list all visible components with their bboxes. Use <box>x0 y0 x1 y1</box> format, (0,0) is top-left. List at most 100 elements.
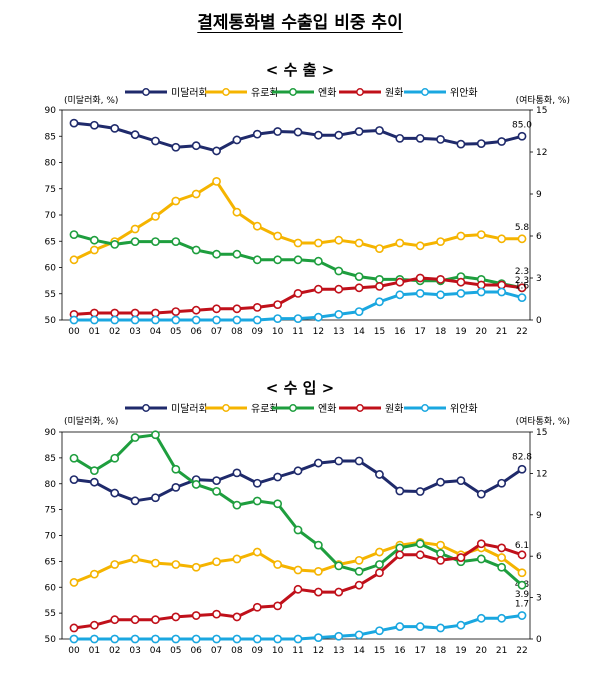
end-value-label: 3.9 <box>515 590 530 600</box>
left-tick-label: 70 <box>45 211 57 221</box>
x-tick-label: 06 <box>190 646 202 656</box>
data-point <box>130 634 140 644</box>
x-tick-label: 00 <box>68 327 80 337</box>
data-point <box>151 634 160 644</box>
data-point <box>334 631 344 641</box>
legend-marker <box>421 404 429 412</box>
data-point <box>517 234 527 244</box>
data-point <box>232 135 242 145</box>
legend-marker <box>421 88 429 96</box>
x-tick-label: 02 <box>109 327 120 337</box>
data-point <box>293 466 303 476</box>
data-point <box>456 620 466 630</box>
legend-entry: 위안화 <box>404 402 478 415</box>
data-point <box>497 562 507 572</box>
legend-entry: 유로화 <box>205 403 279 415</box>
legend-entry: 미달러화 <box>125 87 208 99</box>
data-point <box>171 307 181 316</box>
chart-subtitle: < 수 출 > <box>266 61 334 79</box>
data-point <box>191 480 201 489</box>
data-point <box>476 489 486 499</box>
x-tick-label: 11 <box>292 646 303 656</box>
data-point <box>354 555 364 565</box>
end-value-label: 1.6 <box>515 282 530 292</box>
x-tick-label: 13 <box>333 327 344 337</box>
end-value-label: 5.8 <box>515 223 530 233</box>
legend-marker <box>222 88 230 96</box>
left-tick-label: 85 <box>45 454 56 464</box>
x-tick-label: 05 <box>170 646 181 656</box>
data-point <box>171 464 181 474</box>
data-point <box>273 601 283 611</box>
x-tick-label: 17 <box>414 646 425 656</box>
x-tick-label: 19 <box>455 646 467 656</box>
legend-entry: 위안화 <box>404 86 478 99</box>
data-point <box>436 623 445 633</box>
data-point <box>375 281 384 291</box>
x-tick-label: 21 <box>496 646 507 656</box>
chart-subtitle: < 수 입 > <box>266 379 334 397</box>
legend-label: 미달러화 <box>171 403 208 415</box>
data-point <box>476 139 486 148</box>
data-point <box>456 476 466 486</box>
data-point <box>171 196 181 206</box>
data-point <box>436 274 445 284</box>
data-point <box>517 283 527 293</box>
data-point <box>334 587 344 597</box>
left-tick-label: 50 <box>45 635 57 645</box>
data-point <box>375 547 384 557</box>
legend-label: 위안화 <box>450 402 478 415</box>
x-tick-label: 20 <box>476 327 488 337</box>
series-4: 1.6 <box>69 282 530 325</box>
data-point <box>232 207 242 217</box>
data-point <box>354 283 364 293</box>
left-tick-label: 75 <box>45 506 56 516</box>
data-point <box>293 525 303 535</box>
data-point <box>232 554 242 564</box>
legend-entry: 원화 <box>339 403 403 415</box>
data-point <box>110 123 120 133</box>
data-point <box>415 273 425 283</box>
left-tick-label: 90 <box>45 428 57 438</box>
data-point <box>110 453 120 463</box>
data-point <box>517 611 527 620</box>
data-point <box>375 626 384 636</box>
data-point <box>334 235 344 245</box>
x-tick-label: 14 <box>353 327 365 337</box>
right-tick-label: 3 <box>536 274 542 284</box>
data-point <box>375 244 384 253</box>
series-line <box>73 179 522 262</box>
x-tick-label: 10 <box>272 646 284 656</box>
data-point <box>354 272 364 281</box>
data-point <box>354 580 364 590</box>
data-point <box>293 565 303 575</box>
x-tick-label: 03 <box>129 327 140 337</box>
data-point <box>273 560 283 569</box>
data-point <box>334 561 344 571</box>
x-tick-label: 10 <box>272 327 284 337</box>
legend-marker <box>142 404 150 412</box>
legend-marker <box>289 88 297 96</box>
data-point <box>436 290 445 300</box>
data-point <box>252 255 262 265</box>
data-point <box>212 315 221 325</box>
data-point <box>252 478 262 488</box>
left-tick-label: 60 <box>45 264 57 274</box>
right-tick-label: 0 <box>536 635 542 645</box>
legend-label: 원화 <box>385 87 403 99</box>
data-point <box>476 287 486 297</box>
data-point <box>497 553 507 562</box>
data-point <box>110 315 120 325</box>
x-tick-label: 12 <box>313 646 324 656</box>
x-tick-label: 09 <box>252 646 264 656</box>
data-point <box>313 238 323 248</box>
data-point <box>130 130 140 140</box>
end-value-label: 82.8 <box>512 452 532 462</box>
left-tick-label: 65 <box>45 237 56 247</box>
data-point <box>293 584 303 594</box>
data-point <box>151 308 160 318</box>
data-point <box>130 615 140 625</box>
data-point <box>517 580 527 590</box>
data-point <box>293 634 303 644</box>
legend-label: 원화 <box>385 403 403 415</box>
